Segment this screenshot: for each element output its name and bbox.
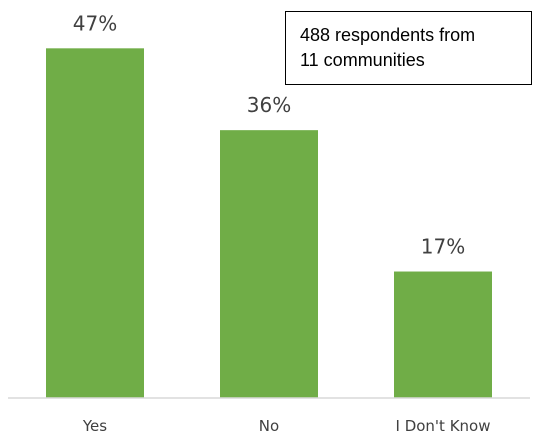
bar-yes <box>46 48 144 398</box>
data-label-yes: 47% <box>73 11 117 35</box>
category-label-i-don-t-know: I Don't Know <box>396 417 491 435</box>
bar-no <box>220 130 318 398</box>
bars-group <box>46 48 492 398</box>
bar-i-don-t-know <box>394 271 492 398</box>
annotation-line-2: 11 communities <box>300 50 425 70</box>
data-label-i-don-t-know: 17% <box>421 235 465 259</box>
data-label-no: 36% <box>247 93 291 117</box>
category-labels-group: Yes No I Don't Know <box>82 417 491 435</box>
category-label-no: No <box>259 417 279 435</box>
category-label-yes: Yes <box>82 417 107 435</box>
respondents-annotation: 488 respondents from 11 communities <box>285 11 532 85</box>
data-labels-group: 47% 36% 17% <box>73 11 465 258</box>
annotation-line-1: 488 respondents from <box>300 25 476 45</box>
